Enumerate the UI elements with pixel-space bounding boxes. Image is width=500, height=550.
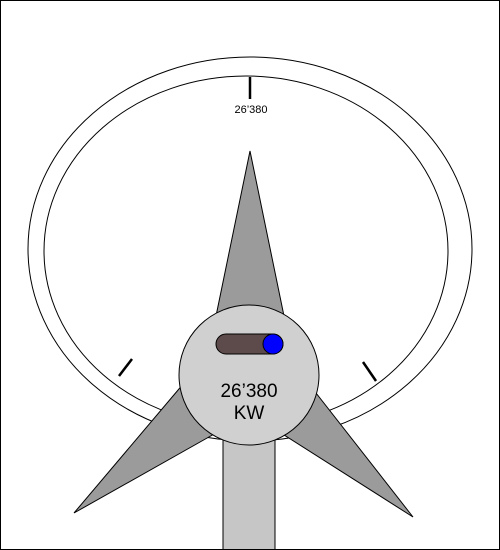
gauge-max-label: 26’380 [234,104,267,116]
gauge-tick-left [118,358,133,377]
turbine-hub [178,304,320,446]
power-unit: KW [234,403,265,424]
power-value: 26’380 [220,381,277,402]
power-toggle[interactable] [215,333,284,355]
turbine-blades [73,150,414,518]
power-toggle-knob[interactable] [262,333,284,355]
gauge-ticks [118,77,378,382]
gauge-tick-right [361,361,378,382]
